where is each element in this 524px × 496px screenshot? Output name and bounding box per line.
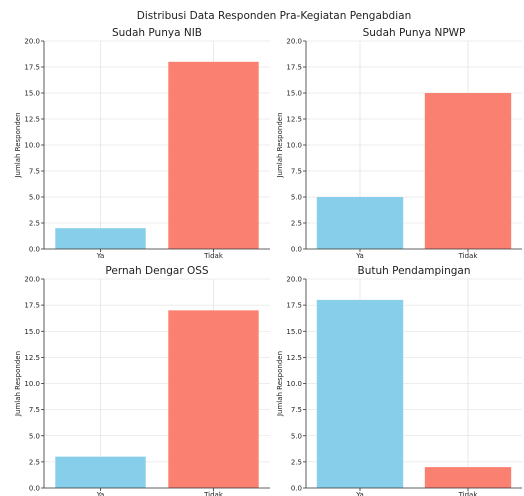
- y-tick-label: 12.5: [24, 354, 40, 362]
- panel-title: Sudah Punya NIB: [112, 27, 202, 39]
- y-tick-label: 17.5: [24, 64, 40, 72]
- y-tick-label: 7.5: [291, 168, 302, 176]
- y-tick-label: 17.5: [286, 64, 302, 72]
- y-tick-label: 5.0: [291, 432, 302, 440]
- chart-panels: 0.0 2.5 5.0 7.5 10.0 12.5 15.0 17.5 20.0 Ya Tidak S…: [14, 27, 522, 496]
- y-tick-label: 20.0: [24, 38, 40, 46]
- y-tick-label: 7.5: [29, 168, 40, 176]
- y-tick-label: 10.0: [286, 380, 302, 388]
- y-axis-label: Jumlah Responden: [276, 112, 284, 178]
- y-tick-label: 7.5: [291, 406, 302, 414]
- bar-ya: [316, 197, 404, 249]
- x-tick-label: Ya: [96, 491, 105, 496]
- bar-ya: [55, 456, 146, 488]
- y-axis-label: Jumlah Responden: [276, 351, 284, 417]
- y-tick-label: 17.5: [286, 302, 302, 310]
- y-axis-label: Jumlah Responden: [14, 112, 22, 178]
- y-tick-label: 12.5: [286, 354, 302, 362]
- y-tick-label: 2.5: [291, 458, 302, 466]
- x-tick-label: Tidak: [203, 252, 224, 260]
- y-tick-label: 15.0: [24, 328, 40, 336]
- y-tick-label: 0.0: [291, 485, 302, 493]
- x-tick-label: Tidak: [203, 491, 224, 496]
- panel-title: Butuh Pendampingan: [357, 265, 470, 277]
- y-tick-label: 10.0: [286, 142, 302, 150]
- y-axis-label: Jumlah Responden: [14, 351, 22, 417]
- chart-panel: 0.0 2.5 5.0 7.5 10.0 12.5 15.0 17.5 20.0 Ya Tidak S…: [276, 27, 522, 260]
- x-tick-label: Ya: [355, 491, 364, 496]
- y-tick-label: 20.0: [24, 276, 40, 284]
- y-tick-label: 2.5: [29, 458, 40, 466]
- bar-tidak: [168, 61, 259, 249]
- y-tick-label: 7.5: [29, 406, 40, 414]
- figure-title: Distribusi Data Responden Pra-Kegiatan P…: [137, 10, 411, 22]
- panel-title: Pernah Dengar OSS: [105, 265, 209, 277]
- bar-tidak: [168, 310, 259, 488]
- y-tick-label: 15.0: [286, 328, 302, 336]
- x-tick-label: Ya: [355, 252, 364, 260]
- y-tick-label: 5.0: [29, 432, 40, 440]
- bar-ya: [316, 299, 404, 488]
- y-tick-label: 5.0: [29, 194, 40, 202]
- y-tick-label: 20.0: [286, 38, 302, 46]
- y-tick-label: 20.0: [286, 276, 302, 284]
- x-tick-label: Tidak: [458, 252, 479, 260]
- y-tick-label: 0.0: [29, 246, 40, 254]
- y-tick-label: 2.5: [29, 220, 40, 228]
- x-tick-label: Tidak: [458, 491, 479, 496]
- y-tick-label: 2.5: [291, 220, 302, 228]
- y-tick-label: 10.0: [24, 380, 40, 388]
- bar-tidak: [424, 93, 512, 249]
- bar-ya: [55, 228, 146, 249]
- y-tick-label: 17.5: [24, 302, 40, 310]
- y-tick-label: 0.0: [291, 246, 302, 254]
- x-tick-label: Ya: [96, 252, 105, 260]
- chart-panel: 0.0 2.5 5.0 7.5 10.0 12.5 15.0 17.5 20.0 Ya Tidak S…: [14, 27, 270, 260]
- y-tick-label: 12.5: [24, 116, 40, 124]
- y-tick-label: 0.0: [29, 485, 40, 493]
- y-tick-label: 10.0: [24, 142, 40, 150]
- chart-panel: 0.0 2.5 5.0 7.5 10.0 12.5 15.0 17.5 20.0 Ya Tidak B…: [276, 265, 522, 496]
- chart-panel: 0.0 2.5 5.0 7.5 10.0 12.5 15.0 17.5 20.0 Ya Tidak P…: [14, 265, 270, 496]
- bar-tidak: [424, 467, 512, 488]
- y-tick-label: 12.5: [286, 116, 302, 124]
- y-tick-label: 15.0: [24, 90, 40, 98]
- panel-title: Sudah Punya NPWP: [363, 27, 466, 39]
- y-tick-label: 5.0: [291, 194, 302, 202]
- y-tick-label: 15.0: [286, 90, 302, 98]
